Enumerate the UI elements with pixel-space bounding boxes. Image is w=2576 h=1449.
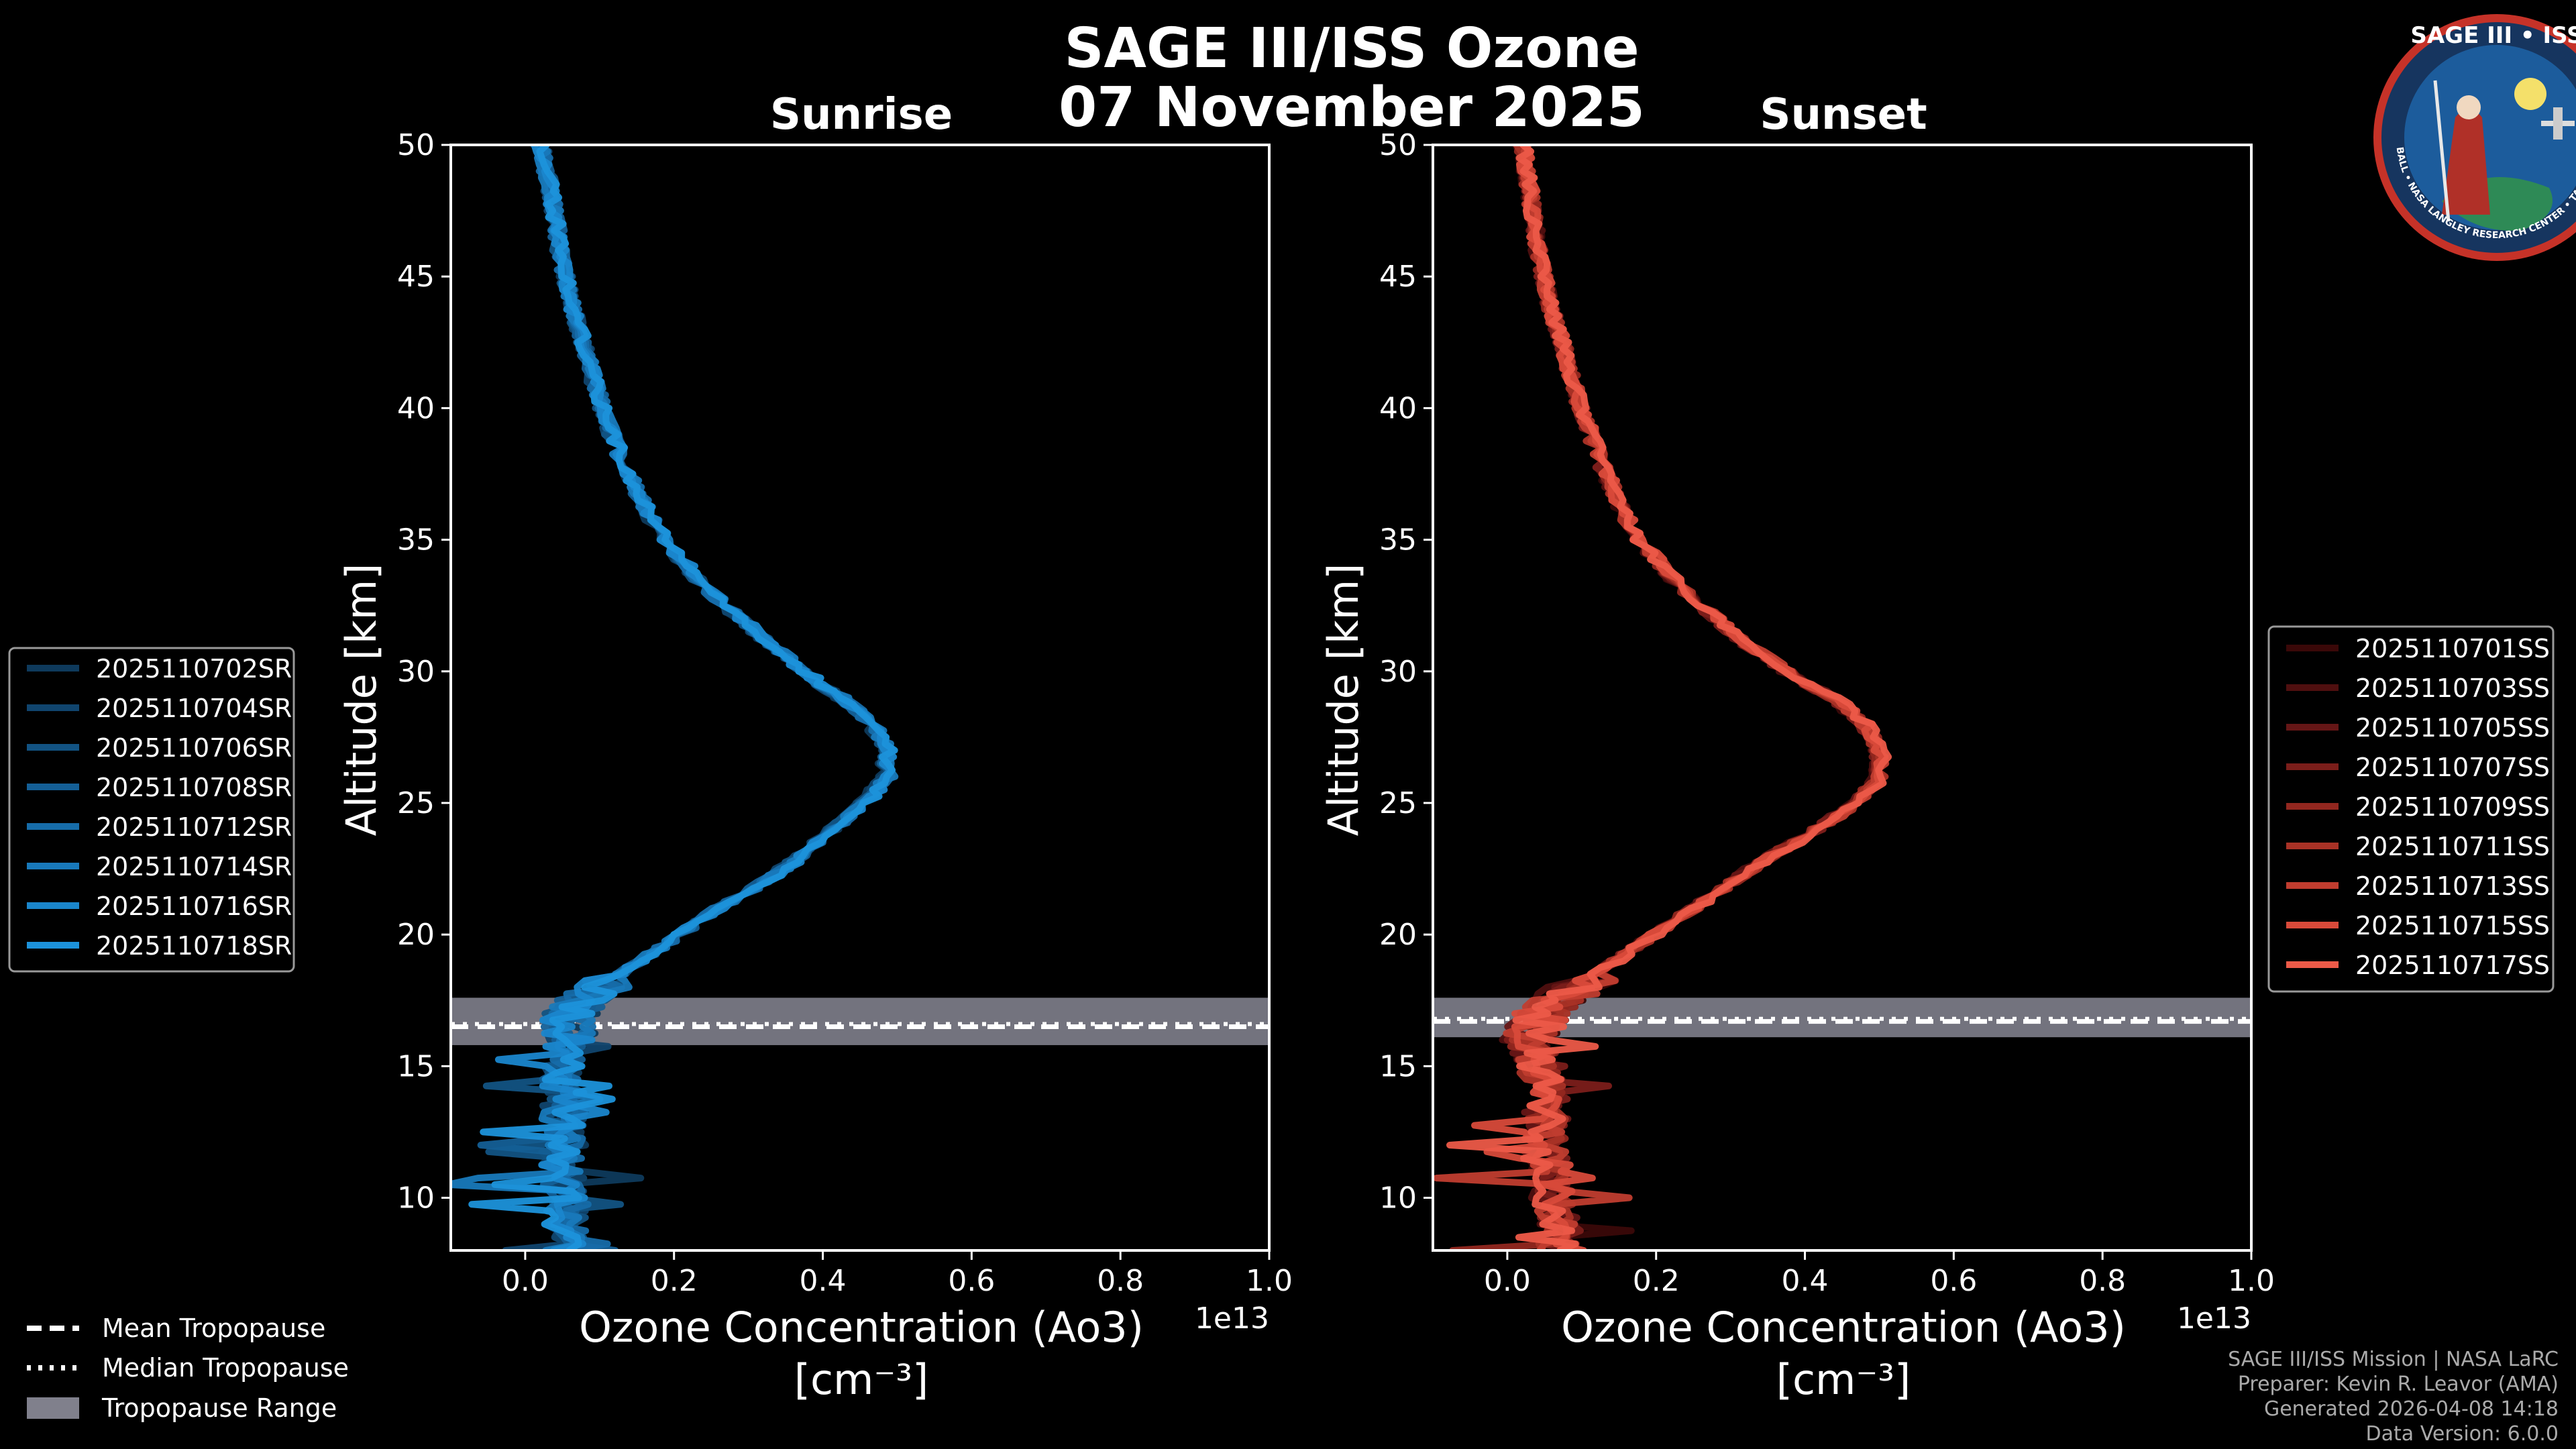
sunset-y-tick-label: 45	[1379, 260, 1417, 294]
sunset-legend-label: 2025110715SS	[2355, 911, 2550, 941]
sunrise-x-tick-label: 0.2	[651, 1264, 698, 1298]
sunset-legend-label: 2025110709SS	[2355, 792, 2550, 822]
sunset-x-tick-label: 0.8	[2079, 1264, 2126, 1298]
figure-title-line2: 07 November 2025	[1059, 76, 1645, 140]
sunrise-x-scale-label: 1e13	[1195, 1301, 1269, 1336]
sunset-y-axis-label: Altitude [km]	[1319, 564, 1368, 837]
sunset-legend-label: 2025110707SS	[2355, 753, 2550, 782]
sunrise-profile-lines	[451, 145, 899, 1250]
sunrise-legend-label: 2025110712SR	[96, 812, 292, 842]
sunset-x-tick-label: 0.2	[1633, 1264, 1680, 1298]
sunset-y-tick-label: 20	[1379, 918, 1417, 952]
sunrise-y-tick-label: 50	[397, 128, 435, 162]
tropopause-legend: Mean Tropopause Median Tropopause Tropop…	[27, 1313, 349, 1423]
sunrise-x-tick-label: 0.0	[502, 1264, 549, 1298]
sunrise-x-tick-label: 0.8	[1097, 1264, 1144, 1298]
sunset-x-axis-label: Ozone Concentration (Ao3)	[1561, 1303, 2126, 1352]
sunrise-legend-label: 2025110706SR	[96, 733, 292, 763]
sunset-plot-frame	[1432, 144, 2253, 1252]
sunset-y-tick-label: 10	[1379, 1181, 1417, 1216]
sunrise-y-tick-label: 30	[397, 655, 435, 689]
sunset-x-tick-label: 1.0	[2228, 1264, 2275, 1298]
sunrise-y-tick-label: 10	[397, 1181, 435, 1216]
sunrise-x-axis-unit: [cm⁻³]	[794, 1355, 928, 1404]
sunrise-x-axis-label: Ozone Concentration (Ao3)	[579, 1303, 1144, 1352]
sunrise-y-tick-label: 45	[397, 260, 435, 294]
sunrise-x-tick-label: 0.4	[800, 1264, 847, 1298]
sunrise-legend-label: 2025110714SR	[96, 852, 292, 881]
sunrise-legend-label: 2025110702SR	[96, 654, 292, 684]
sunrise-chart-title: Sunrise	[770, 90, 953, 140]
sunset-legend-label: 2025110701SS	[2355, 634, 2550, 663]
sunset-legend: 2025110701SS 2025110703SS 2025110705SS 2025…	[2267, 625, 2555, 993]
sunrise-legend-label: 2025110716SR	[96, 892, 292, 921]
sunset-chart-title: Sunset	[1760, 90, 1927, 140]
sunset-y-tick-label: 15	[1379, 1049, 1417, 1083]
sage-figure-icon	[2442, 109, 2490, 215]
sunrise-series-line-2025110718SR	[468, 145, 898, 1250]
tropopause-range-legend-label: Tropopause Range	[101, 1393, 337, 1423]
sunset-legend-label: 2025110711SS	[2355, 832, 2550, 861]
sunset-x-axis-unit: [cm⁻³]	[1776, 1355, 1911, 1404]
sunset-legend-label: 2025110717SS	[2355, 951, 2550, 980]
footer-line-version: Data Version: 6.0.0	[2366, 1422, 2559, 1446]
sage-iii-iss-mission-logo: SAGE III • ISS BALL • NASA LANGLEY RESEA…	[2373, 14, 2576, 261]
sunset-series-line-2025110717SS	[1446, 145, 1892, 1250]
sunset-x-scale-label: 1e13	[2177, 1301, 2251, 1336]
sunset-chart: Sunset Altitude [km] Ozone Concentration…	[1319, 90, 2275, 1404]
mean-tropopause-legend-label: Mean Tropopause	[102, 1313, 325, 1343]
sunset-x-tick-label: 0.0	[1484, 1264, 1531, 1298]
sunrise-legend-label: 2025110708SR	[96, 773, 292, 802]
tropopause-range-legend-swatch	[27, 1397, 79, 1419]
sunrise-y-tick-label: 35	[397, 523, 435, 557]
sunrise-legend: 2025110702SR 2025110704SR 2025110706SR 2025…	[8, 647, 295, 973]
sunset-y-tick-label: 25	[1379, 786, 1417, 820]
sunset-x-tick-label: 0.6	[1930, 1264, 1977, 1298]
sunrise-y-tick-label: 25	[397, 786, 435, 820]
sunset-legend-label: 2025110705SS	[2355, 713, 2550, 743]
sun-icon	[2514, 78, 2546, 110]
footer-line-generated: Generated 2026-04-08 14:18	[2264, 1397, 2559, 1421]
space-station-icon	[2541, 107, 2575, 140]
sunset-legend-label: 2025110703SS	[2355, 674, 2550, 703]
sunset-profile-lines	[1433, 145, 1892, 1250]
median-tropopause-legend-label: Median Tropopause	[102, 1353, 349, 1383]
footer-credits: SAGE III/ISS Mission | NASA LaRC Prepare…	[2228, 1348, 2559, 1446]
sunset-legend-frame	[2267, 625, 2555, 993]
sunrise-legend-label: 2025110704SR	[96, 694, 292, 723]
figure-title-line1: SAGE III/ISS Ozone	[1064, 17, 1639, 80]
sunrise-chart: Sunrise Altitude [km] Ozone Concentratio…	[337, 90, 1293, 1404]
logo-title: SAGE III • ISS	[2410, 22, 2576, 49]
sunrise-y-axis-label: Altitude [km]	[337, 564, 386, 837]
sunrise-y-tick-label: 20	[397, 918, 435, 952]
sunset-y-tick-label: 40	[1379, 391, 1417, 425]
sunrise-y-tick-label: 15	[397, 1049, 435, 1083]
sunrise-y-tick-label: 40	[397, 391, 435, 425]
sunrise-x-tick-label: 0.6	[948, 1264, 995, 1298]
sunrise-x-tick-label: 1.0	[1246, 1264, 1293, 1298]
sunset-y-tick-label: 30	[1379, 655, 1417, 689]
sunrise-legend-frame	[8, 647, 295, 973]
sunrise-plot-frame	[449, 144, 1271, 1252]
sunset-legend-label: 2025110713SS	[2355, 871, 2550, 901]
sunset-y-tick-label: 35	[1379, 523, 1417, 557]
sunset-y-tick-label: 50	[1379, 128, 1417, 162]
footer-line-preparer: Preparer: Kevin R. Leavor (AMA)	[2238, 1373, 2559, 1396]
sunset-x-tick-label: 0.4	[1782, 1264, 1829, 1298]
sunrise-legend-label: 2025110718SR	[96, 931, 292, 961]
footer-line-mission: SAGE III/ISS Mission | NASA LaRC	[2228, 1348, 2559, 1371]
